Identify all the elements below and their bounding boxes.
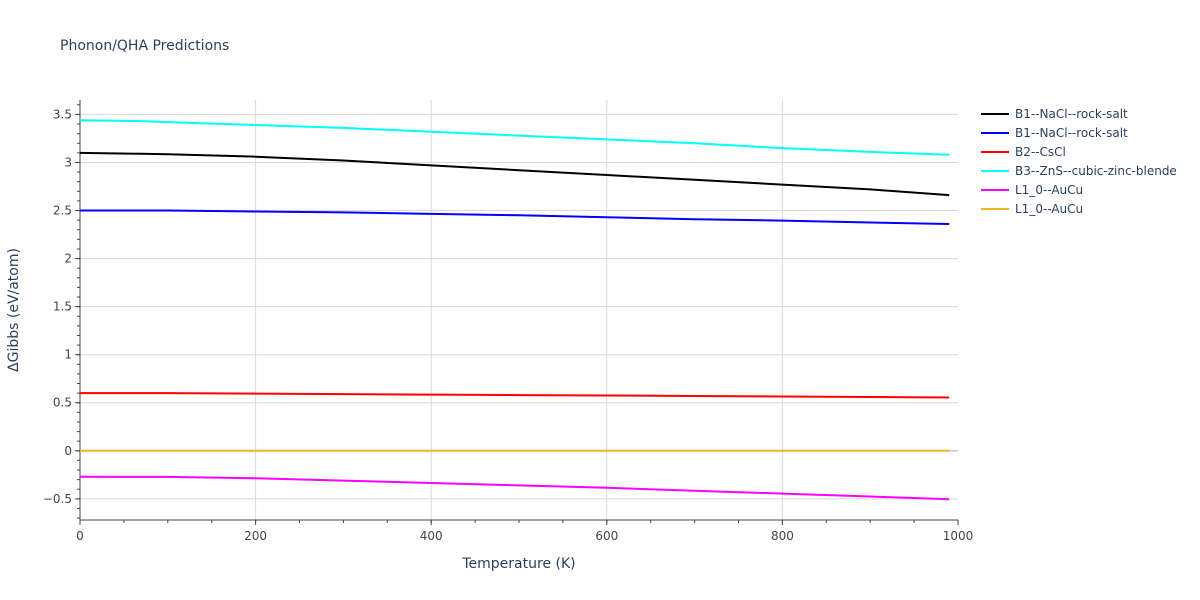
series-line-3[interactable] <box>79 119 950 156</box>
grid <box>80 100 958 520</box>
legend-label: B3--ZnS--cubic-zinc-blende <box>1015 164 1177 178</box>
series-line-4[interactable] <box>79 475 950 501</box>
x-tick-label: 400 <box>420 529 443 543</box>
x-tick-label: 200 <box>244 529 267 543</box>
y-tick-label: 1 <box>64 348 72 362</box>
axes <box>75 100 959 525</box>
y-tick-label: 0.5 <box>53 396 72 410</box>
legend-item[interactable]: B1--NaCl--rock-salt <box>981 126 1128 140</box>
x-tick-label: 0 <box>76 529 84 543</box>
legend[interactable]: B1--NaCl--rock-salt B1--NaCl--rock-salt B2… <box>981 107 1177 216</box>
y-tick-label: 0 <box>64 444 72 458</box>
legend-item[interactable]: B3--ZnS--cubic-zinc-blende <box>981 164 1177 178</box>
series-line-2[interactable] <box>80 392 950 399</box>
y-axis-title: ΔGibbs (eV/atom) <box>6 248 22 372</box>
y-tick-label: −0.5 <box>43 492 72 506</box>
legend-item[interactable]: B1--NaCl--rock-salt <box>981 107 1128 121</box>
legend-label: B1--NaCl--rock-salt <box>1015 126 1128 140</box>
x-tick-label: 600 <box>595 529 618 543</box>
legend-label: B2--CsCl <box>1015 145 1066 159</box>
y-tick-label: 1.5 <box>53 300 72 314</box>
series-line-0[interactable] <box>79 151 950 197</box>
y-tick-label: 3 <box>64 155 72 169</box>
x-axis-title: Temperature (K) <box>461 556 575 572</box>
x-tick-label: 800 <box>771 529 794 543</box>
y-tick-label: 2.5 <box>53 204 72 218</box>
legend-label: B1--NaCl--rock-salt <box>1015 107 1128 121</box>
y-tick-label: 2 <box>64 252 72 266</box>
tick-labels: 0 200 400 600 800 1000 −0.5 0 0.5 1 1.5 2 2.5 3 3.5 <box>43 107 973 543</box>
series-line-1[interactable] <box>80 209 950 225</box>
legend-item[interactable]: B2--CsCl <box>981 145 1066 159</box>
legend-label: L1_0--AuCu <box>1015 202 1083 216</box>
plot-area <box>79 119 950 501</box>
x-tick-label: 1000 <box>943 529 974 543</box>
legend-item[interactable]: L1_0--AuCu <box>981 202 1083 216</box>
legend-label: L1_0--AuCu <box>1015 183 1083 197</box>
y-tick-label: 3.5 <box>53 107 72 121</box>
chart-title: Phonon/QHA Predictions <box>60 38 229 54</box>
legend-item[interactable]: L1_0--AuCu <box>981 183 1083 197</box>
